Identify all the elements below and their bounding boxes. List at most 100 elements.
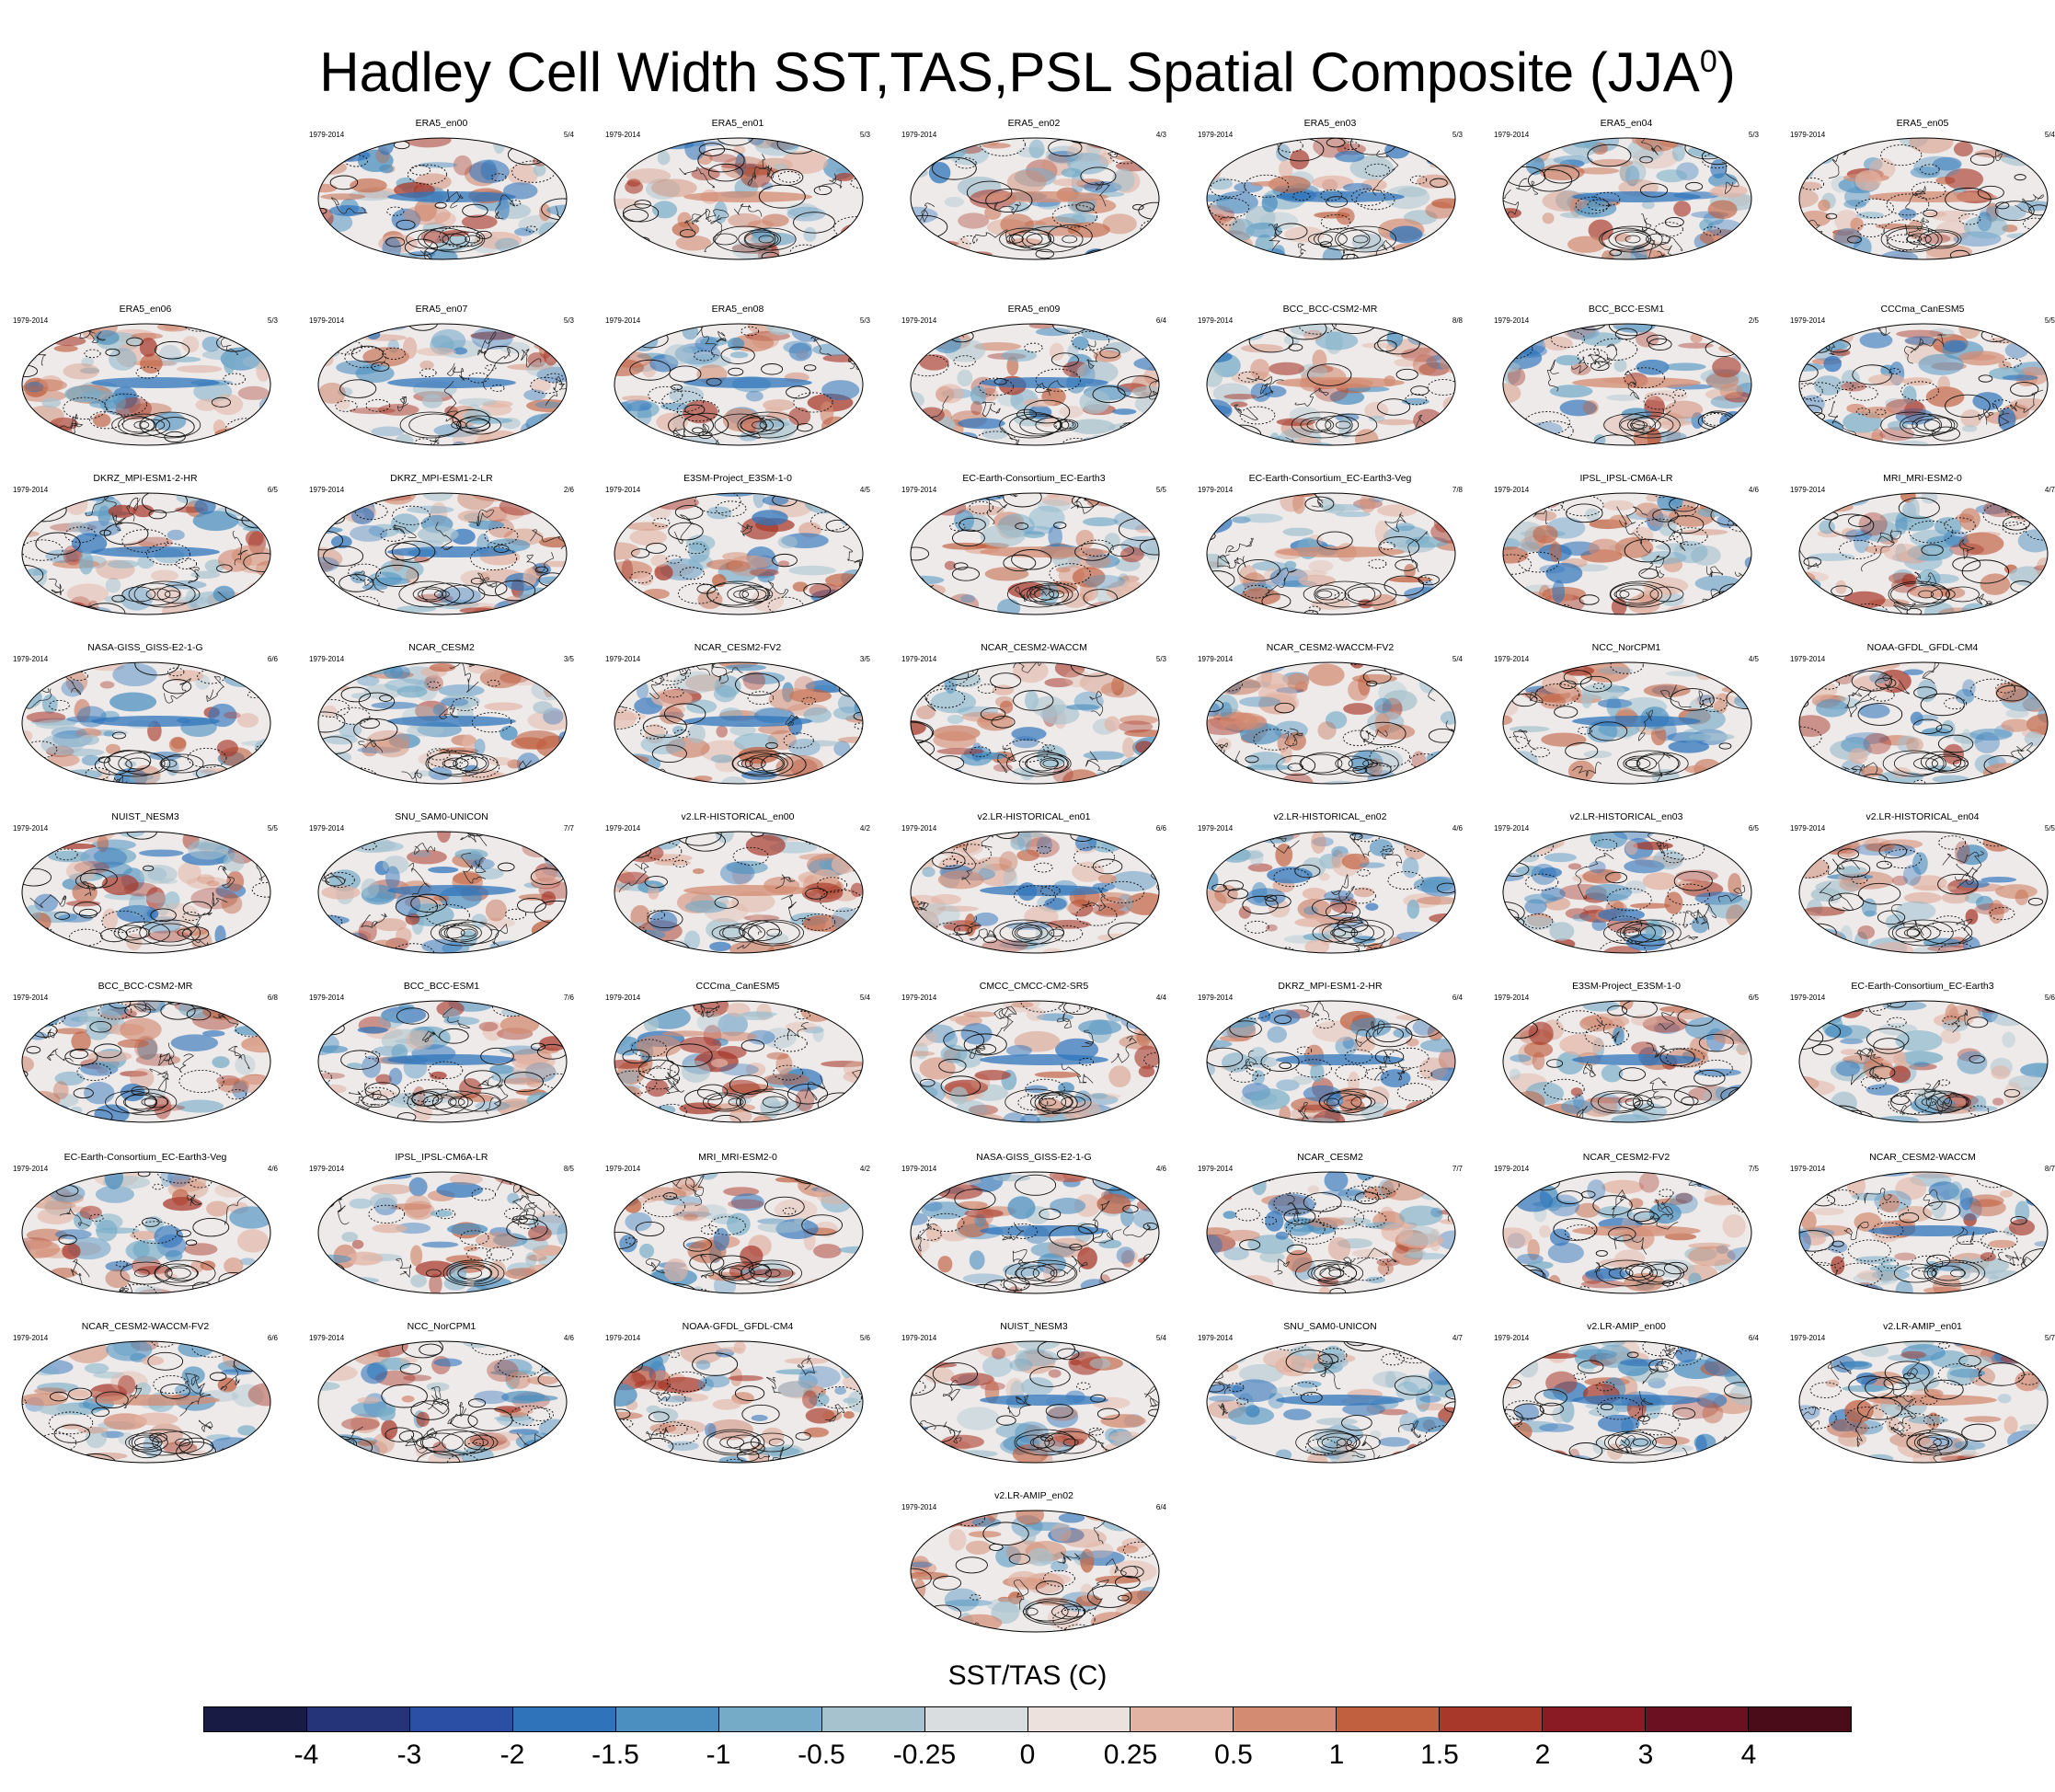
panel-title: BCC_BCC-CSM2-MR	[98, 981, 193, 992]
panel-title: ERA5_en01	[711, 118, 764, 129]
world-map	[1502, 1340, 1752, 1464]
panel-title: MRI_MRI-ESM2-0	[1883, 473, 1962, 484]
map-panel: EC-Earth-Consortium_EC-Earth3-Veg 1979-20…	[13, 1152, 278, 1299]
world-map	[614, 492, 864, 615]
panel-period: 1979-2014	[13, 486, 49, 494]
panel-fraction: 4/6	[1155, 1165, 1166, 1173]
map-panel: DKRZ_MPI-ESM1-2-HR 1979-2014 6/4	[1198, 981, 1463, 1128]
panel-period: 1979-2014	[901, 1503, 937, 1511]
panel-period: 1979-2014	[1494, 316, 1530, 325]
map-panel: ERA5_en08 1979-2014 5/3	[605, 304, 870, 451]
panel-fraction: 5/3	[1748, 131, 1759, 139]
panel-fraction: 5/4	[563, 131, 574, 139]
panel-title: ERA5_en03	[1303, 118, 1357, 129]
world-map	[1798, 1340, 2049, 1464]
map-panel: E3SM-Project_E3SM-1-0 1979-2014 4/5	[605, 473, 870, 620]
panel-fraction: 5/4	[1155, 1334, 1166, 1342]
world-map	[1798, 1171, 2049, 1294]
panel-period: 1979-2014	[901, 1165, 937, 1173]
world-map	[1206, 1340, 1456, 1464]
panel-period: 1979-2014	[13, 1165, 49, 1173]
panel-period: 1979-2014	[1198, 824, 1234, 833]
panel-title: EC-Earth-Consortium_EC-Earth3-Veg	[63, 1152, 227, 1163]
map-panel: ERA5_en07 1979-2014 5/3	[309, 304, 574, 451]
panel-title: EC-Earth-Consortium_EC-Earth3	[1851, 981, 1994, 992]
panel-fraction: 6/5	[1748, 824, 1759, 833]
panel-fraction: 6/4	[1452, 994, 1463, 1002]
panel-period: 1979-2014	[309, 131, 345, 139]
panel-period: 1979-2014	[1494, 1334, 1530, 1342]
panel-fraction: 5/3	[1452, 131, 1463, 139]
panel-fraction: 4/6	[1452, 824, 1463, 833]
world-map	[317, 323, 568, 446]
world-map	[1502, 492, 1752, 615]
panel-title: v2.LR-HISTORICAL_en02	[1273, 811, 1387, 822]
panel-fraction: 6/6	[1155, 824, 1166, 833]
colorbar-tick-label: -4	[293, 1740, 319, 1770]
panel-fraction: 4/5	[859, 486, 870, 494]
panel-title: NCAR_CESM2	[408, 642, 475, 653]
panel-fraction: 4/2	[859, 1165, 870, 1173]
panel-title: DKRZ_MPI-ESM1-2-HR	[93, 473, 198, 484]
world-map	[21, 1000, 271, 1123]
panel-period: 1979-2014	[901, 824, 937, 833]
panel-period: 1979-2014	[13, 994, 49, 1002]
world-map	[1502, 1171, 1752, 1294]
world-map	[1798, 831, 2049, 954]
panel-period: 1979-2014	[1494, 994, 1530, 1002]
map-panel: IPSL_IPSL-CM6A-LR 1979-2014 4/6	[1494, 473, 1759, 620]
panel-fraction: 4/6	[1748, 486, 1759, 494]
panel-fraction: 8/8	[1452, 316, 1463, 325]
panel-title: NCAR_CESM2-FV2	[694, 642, 782, 653]
panel-period: 1979-2014	[1494, 131, 1530, 139]
colorbar-tick-label: -0.5	[798, 1740, 845, 1770]
panel-fraction: 3/5	[563, 655, 574, 663]
world-map	[1206, 323, 1456, 446]
world-map	[1798, 492, 2049, 615]
panel-title: BCC_BCC-CSM2-MR	[1282, 304, 1378, 315]
panel-title: NOAA-GFDL_GFDL-CM4	[682, 1321, 794, 1332]
colorbar-swatch	[204, 1707, 307, 1731]
panel-fraction: 6/4	[1155, 1503, 1166, 1511]
panel-title: v2.LR-AMIP_en01	[1883, 1321, 1962, 1332]
colorbar-swatch	[1131, 1707, 1234, 1731]
panel-fraction: 4/6	[563, 1334, 574, 1342]
map-panel: DKRZ_MPI-ESM1-2-LR 1979-2014 2/6	[309, 473, 574, 620]
colorbar-swatch	[306, 1707, 410, 1731]
panel-title: NCAR_CESM2-WACCM-FV2	[81, 1321, 210, 1332]
panel-title: NUIST_NESM3	[111, 811, 179, 822]
world-map	[1798, 137, 2049, 260]
panel-fraction: 4/6	[267, 1165, 278, 1173]
world-map	[1798, 323, 2049, 446]
panel-fraction: 6/6	[267, 655, 278, 663]
panel-period: 1979-2014	[1790, 824, 1826, 833]
panel-fraction: 5/5	[267, 824, 278, 833]
world-map	[614, 1171, 864, 1294]
world-map	[317, 492, 568, 615]
world-map	[1206, 137, 1456, 260]
world-map	[910, 1171, 1160, 1294]
panel-period: 1979-2014	[1790, 655, 1826, 663]
map-panel: EC-Earth-Consortium_EC-Earth3-Veg 1979-20…	[1198, 473, 1463, 620]
figure-title: Hadley Cell Width SST,TAS,PSL Spatial Co…	[319, 41, 1736, 103]
colorbar-tick-label: 3	[1637, 1740, 1654, 1770]
panel-title: E3SM-Project_E3SM-1-0	[683, 473, 792, 484]
panel-title: E3SM-Project_E3SM-1-0	[1572, 981, 1681, 992]
panel-fraction: 5/3	[859, 131, 870, 139]
map-panel: NCAR_CESM2-WACCM 1979-2014 5/3	[901, 642, 1166, 789]
world-map	[614, 1000, 864, 1123]
map-panel: NCAR_CESM2-WACCM-FV2 1979-2014 6/6	[13, 1321, 278, 1468]
colorbar-swatch	[1440, 1707, 1544, 1731]
colorbar-tick-label: -2	[499, 1740, 525, 1770]
colorbar-swatch	[409, 1707, 513, 1731]
panel-title: NUIST_NESM3	[1000, 1321, 1068, 1332]
map-panel: v2.LR-AMIP_en00 1979-2014 6/4	[1494, 1321, 1759, 1468]
world-map	[1502, 831, 1752, 954]
panel-period: 1979-2014	[309, 316, 345, 325]
panel-title: IPSL_IPSL-CM6A-LR	[395, 1152, 488, 1163]
panel-title: v2.LR-AMIP_en02	[994, 1490, 1073, 1501]
panel-fraction: 7/5	[1748, 1165, 1759, 1173]
panel-title: BCC_BCC-ESM1	[403, 981, 480, 992]
map-panel: NCAR_CESM2-WACCM-FV2 1979-2014 5/4	[1198, 642, 1463, 789]
panel-fraction: 7/8	[1452, 486, 1463, 494]
